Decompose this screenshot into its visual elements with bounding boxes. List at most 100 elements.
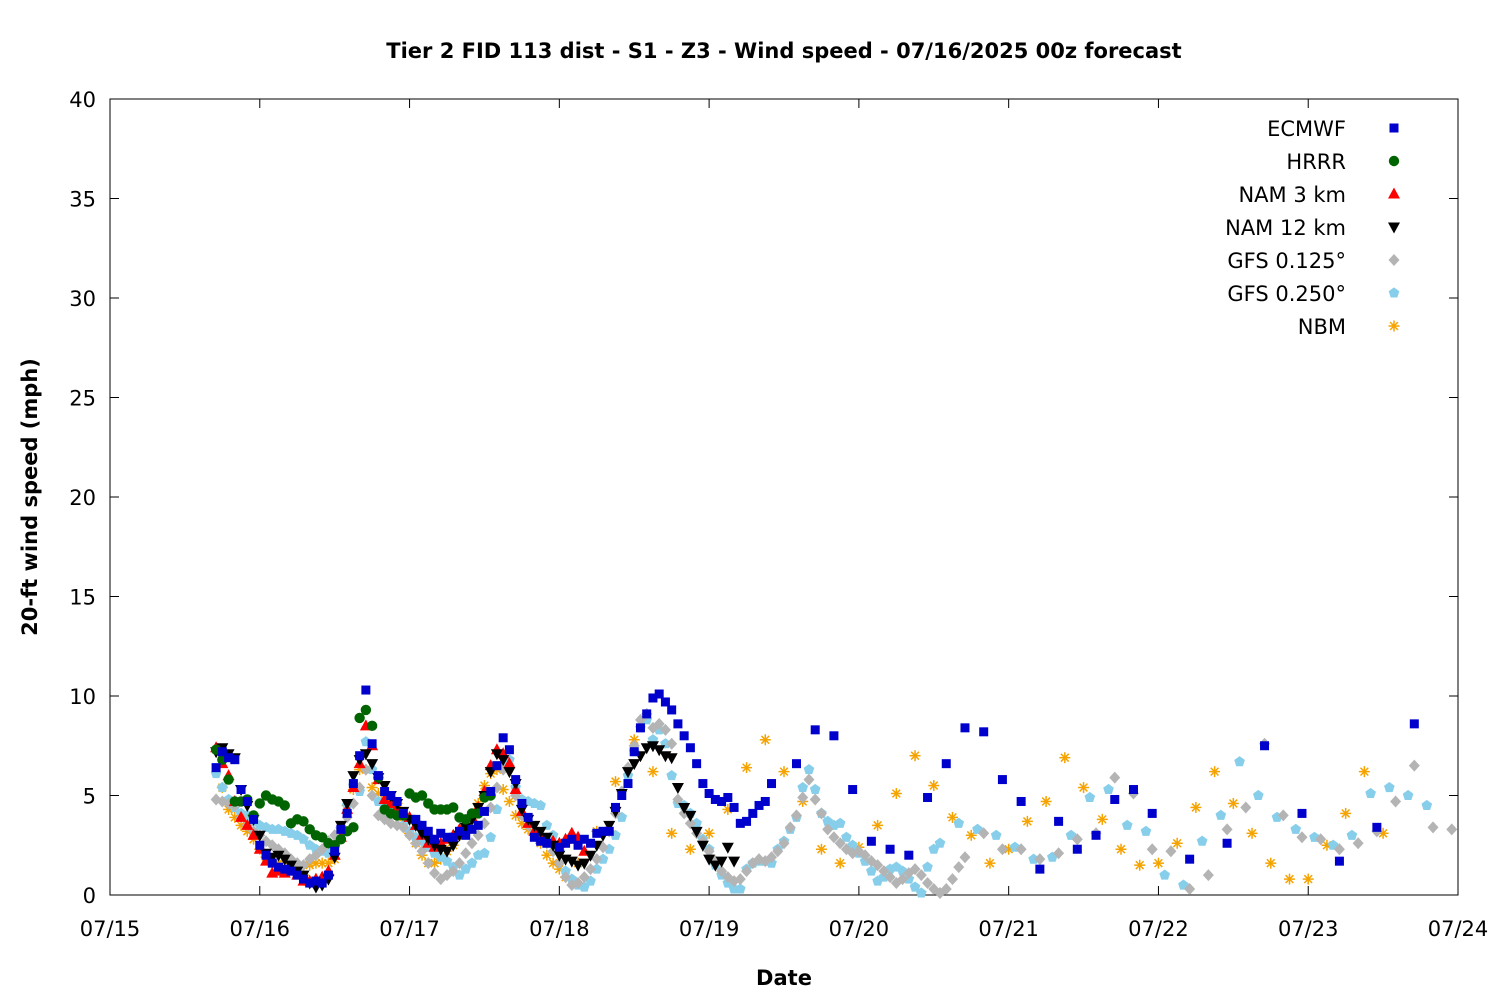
data-point: [1109, 771, 1121, 784]
data-point: [553, 857, 565, 870]
y-tick-label: 15: [69, 586, 96, 610]
data-point: [1246, 827, 1258, 839]
data-point: [1297, 808, 1307, 818]
data-point: [417, 820, 427, 830]
data-point: [685, 743, 695, 753]
data-point: [647, 766, 659, 778]
data-point: [947, 811, 958, 823]
data-point: [1084, 791, 1096, 803]
data-point: [748, 808, 758, 818]
data-point: [317, 878, 327, 888]
data-point: [984, 857, 996, 869]
x-tick-label: 07/22: [1128, 917, 1189, 941]
data-point: [759, 734, 771, 746]
data-point: [890, 788, 902, 800]
data-point: [717, 796, 727, 806]
legend-marker: [1389, 123, 1399, 133]
data-point: [978, 827, 990, 840]
data-point: [791, 759, 801, 769]
data-point: [642, 709, 652, 719]
data-point: [784, 821, 796, 834]
data-point: [766, 851, 778, 864]
data-point: [1103, 783, 1114, 795]
data-point: [997, 775, 1007, 785]
data-point: [1146, 843, 1158, 856]
data-point: [579, 834, 589, 844]
data-point: [542, 838, 552, 848]
data-point: [797, 791, 809, 804]
data-point: [715, 856, 728, 868]
data-point: [411, 814, 421, 824]
data-point: [1091, 830, 1101, 840]
data-point: [211, 763, 221, 773]
data-point: [716, 865, 728, 878]
data-point: [829, 731, 839, 741]
data-point: [274, 862, 283, 872]
legend-label: NBM: [1298, 315, 1346, 339]
data-point: [1390, 795, 1402, 808]
y-axis-label: 20-ft wind speed (mph): [18, 358, 42, 636]
data-point: [666, 737, 678, 750]
data-point: [996, 843, 1008, 856]
data-point: [667, 705, 677, 715]
legend-marker: [1388, 287, 1400, 298]
data-point: [646, 741, 659, 753]
data-point: [696, 840, 709, 852]
x-tick-label: 07/16: [230, 917, 291, 941]
data-point: [1121, 819, 1133, 830]
data-point: [815, 843, 827, 855]
y-tick-label: 10: [69, 685, 96, 709]
data-point: [1054, 816, 1064, 826]
data-point: [1196, 835, 1208, 846]
legend-label: NAM 12 km: [1225, 216, 1346, 240]
data-point: [692, 759, 702, 769]
data-point: [653, 717, 665, 730]
data-point: [1096, 813, 1108, 825]
data-point: [653, 745, 666, 757]
data-point: [710, 794, 720, 804]
data-point: [1222, 838, 1232, 848]
data-point: [1040, 795, 1052, 807]
data-point: [486, 787, 496, 797]
data-point: [671, 783, 684, 795]
data-point: [623, 779, 633, 789]
data-point: [416, 845, 428, 858]
y-tick-label: 5: [83, 785, 96, 809]
data-point: [790, 809, 802, 822]
data-point: [466, 857, 478, 868]
data-point: [378, 781, 391, 793]
data-point: [778, 837, 790, 850]
data-point: [703, 827, 715, 839]
data-point: [261, 850, 271, 860]
data-point: [1252, 789, 1264, 801]
x-tick-label: 07/19: [679, 917, 740, 941]
data-point: [1372, 822, 1382, 832]
data-point: [947, 873, 958, 886]
x-axis-label: Date: [756, 966, 812, 990]
data-point: [490, 749, 503, 761]
data-point: [1221, 823, 1233, 836]
data-point: [278, 854, 291, 866]
data-point: [454, 826, 464, 836]
legend-label: GFS 0.125°: [1227, 249, 1346, 273]
data-point: [872, 859, 884, 872]
data-point: [367, 739, 377, 749]
legend-marker: [1388, 155, 1400, 167]
data-point: [909, 750, 921, 762]
data-point: [578, 871, 590, 884]
data-point: [603, 820, 616, 832]
data-point: [885, 844, 895, 854]
legend-label: ECMWF: [1267, 117, 1346, 141]
data-point: [1290, 823, 1302, 834]
data-point: [378, 792, 391, 804]
data-point: [1110, 794, 1120, 804]
data-point: [561, 838, 571, 848]
data-point: [429, 867, 441, 880]
data-point: [703, 845, 715, 858]
data-point: [803, 773, 815, 786]
data-point: [848, 785, 858, 795]
data-point: [398, 808, 408, 818]
data-point: [834, 857, 846, 869]
data-point: [553, 850, 566, 862]
